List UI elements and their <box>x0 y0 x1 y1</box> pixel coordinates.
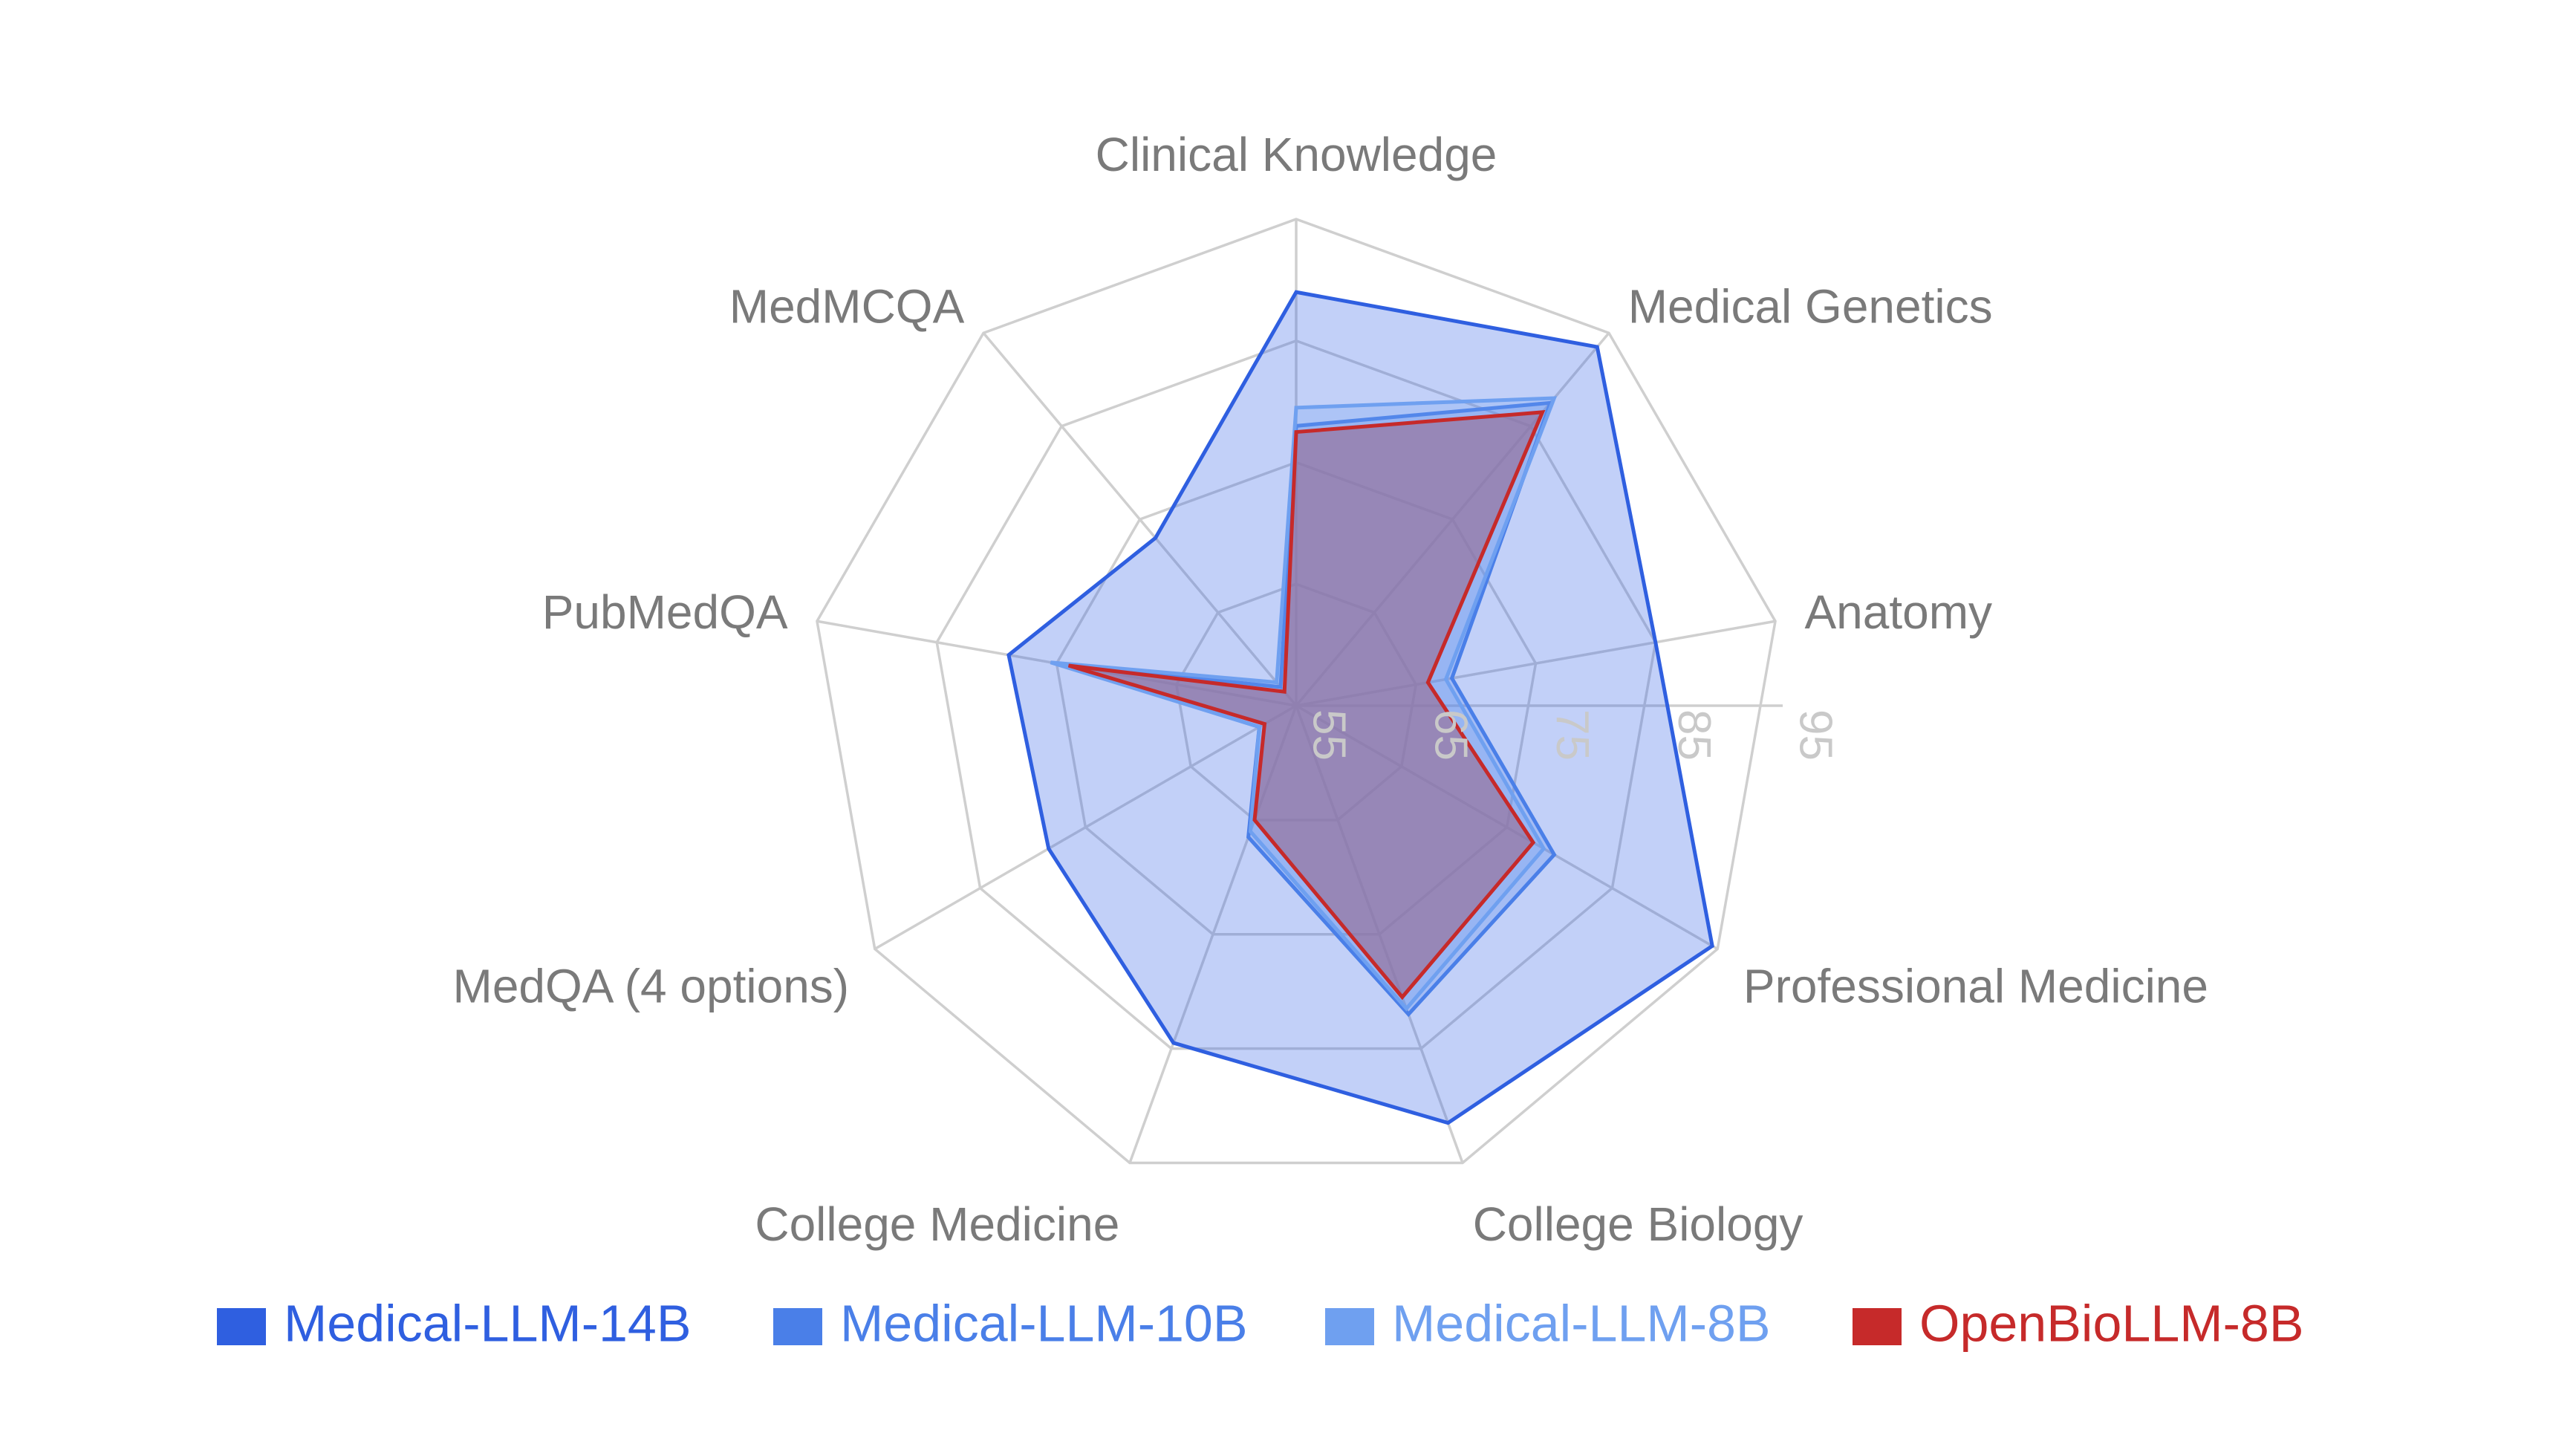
legend: Medical-LLM-14B Medical-LLM-10B Medical-LL… <box>217 1294 2304 1352</box>
tick-label-55: 55 <box>1304 709 1355 761</box>
axis-label-pubmedqa: PubMedQA <box>542 585 788 639</box>
legend-label: OpenBioLLM-8B <box>1919 1294 2304 1352</box>
tick-label-95: 95 <box>1790 709 1841 761</box>
radial-tick-labels: 55 65 75 85 95 <box>1304 709 1841 761</box>
grid-spoke-medqa-4-options <box>874 704 1297 951</box>
tick-label-65: 65 <box>1425 709 1476 761</box>
legend-swatch <box>217 1308 266 1345</box>
grid-ring-75 <box>1055 461 1538 936</box>
legend-label: Medical-LLM-14B <box>284 1294 692 1352</box>
legend-swatch <box>1325 1308 1374 1345</box>
axis-label-medical-genetics: Medical Genetics <box>1628 280 1993 334</box>
axis-label-college-biology: College Biology <box>1473 1197 1803 1251</box>
axis-label-college-medicine: College Medicine <box>755 1197 1119 1251</box>
legend-swatch <box>1853 1308 1902 1345</box>
axis-label-medqa-4-options: MedQA (4 options) <box>453 959 850 1012</box>
axis-label-anatomy: Anatomy <box>1804 585 1992 639</box>
legend-label: Medical-LLM-8B <box>1392 1294 1771 1352</box>
grid-ring-95 <box>816 218 1777 1165</box>
axis-labels: Clinical Knowledge Medical Genetics Anatom… <box>453 128 2208 1251</box>
axis-label-medmcqa: MedMCQA <box>729 280 965 334</box>
tick-label-85: 85 <box>1668 709 1720 761</box>
legend-item-medical-llm-14b[interactable]: Medical-LLM-14B <box>217 1294 692 1352</box>
grid-spoke-medmcqa <box>982 332 1298 707</box>
legend-label: Medical-LLM-10B <box>840 1294 1248 1352</box>
axis-label-professional-medicine: Professional Medicine <box>1743 959 2208 1012</box>
legend-item-medical-llm-10b[interactable]: Medical-LLM-10B <box>773 1294 1248 1352</box>
axis-label-clinical-knowledge: Clinical Knowledge <box>1096 128 1497 181</box>
series-openbiollm-8b <box>1067 410 1546 1001</box>
tick-label-75: 75 <box>1546 709 1598 761</box>
grid-ring-85 <box>935 339 1657 1050</box>
legend-item-openbiollm-8b[interactable]: OpenBioLLM-8B <box>1853 1294 2304 1352</box>
legend-swatch <box>773 1308 822 1345</box>
radar-series <box>1006 290 1714 1125</box>
legend-item-medical-llm-8b[interactable]: Medical-LLM-8B <box>1325 1294 1771 1352</box>
